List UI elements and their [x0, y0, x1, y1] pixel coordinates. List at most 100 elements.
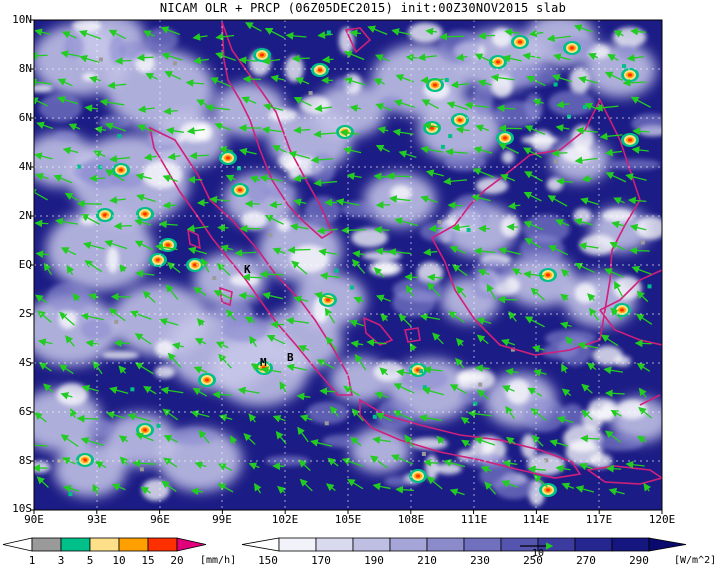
- lat-label: 4S: [18, 356, 32, 369]
- wind-vector: [196, 318, 205, 327]
- cloud-core: [368, 260, 402, 276]
- wind-vector: [80, 214, 101, 225]
- wind-vector: [388, 195, 412, 203]
- wind-vector: [480, 465, 492, 474]
- wind-vector: [264, 27, 285, 39]
- wind-vector: [375, 103, 392, 111]
- wind-vector: [134, 218, 152, 227]
- wind-vector: [99, 98, 125, 107]
- wind-vector: [324, 307, 336, 324]
- precip-heavy: [205, 378, 209, 382]
- wind-vector: [636, 363, 651, 372]
- cloud-core: [154, 340, 174, 358]
- wind-vector: [145, 73, 158, 81]
- wind-vector: [108, 29, 127, 40]
- wind-vector: [34, 51, 48, 60]
- wind-vector: [163, 107, 178, 116]
- wind-vector: [428, 224, 443, 233]
- wind-vector: [631, 265, 652, 275]
- wind-vector: [198, 429, 210, 444]
- wind-vector: [94, 461, 107, 469]
- cloud-mid: [548, 90, 595, 117]
- wind-vector: [349, 104, 361, 113]
- cloud-mid: [608, 159, 661, 170]
- wind-vector: [106, 411, 126, 419]
- wind-vector: [448, 311, 465, 323]
- cloud-mid: [560, 403, 584, 428]
- wind-vector: [505, 367, 519, 376]
- wind-vector: [499, 173, 516, 182]
- wind-vector: [263, 103, 284, 111]
- wind-vector: [556, 177, 574, 186]
- cloud-core: [579, 234, 616, 256]
- cloud-mid: [221, 316, 269, 343]
- wind-vector: [556, 415, 574, 424]
- wind-vector: [60, 391, 73, 400]
- precip-heavy: [546, 488, 550, 492]
- wind-vector: [574, 156, 598, 165]
- cloud-mid: [54, 130, 78, 142]
- precip-unit: [mm/h]: [200, 555, 237, 566]
- precip-heavy: [458, 118, 462, 122]
- wind-vector: [531, 434, 544, 447]
- wind-vector: [352, 250, 365, 258]
- wind-vector: [530, 287, 546, 301]
- wind-vector: [161, 480, 177, 493]
- wind-vector: [422, 248, 438, 257]
- wind-vector: [43, 383, 54, 393]
- coastline-lesser-sunda: [585, 465, 662, 485]
- wind-vector: [335, 198, 360, 206]
- wind-vector: [216, 262, 231, 276]
- lon-label: 120E: [648, 513, 676, 526]
- precip-speck: [212, 275, 217, 280]
- precip-heavy: [193, 263, 197, 267]
- cloud: [34, 388, 102, 452]
- wind-vector: [35, 250, 50, 259]
- wind-vector: [346, 478, 364, 490]
- precip-colorbar-cell: [147, 537, 178, 552]
- wind-vector: [190, 410, 210, 418]
- cloud-mid: [145, 27, 179, 52]
- wind-vector: [238, 56, 258, 65]
- cloud: [158, 428, 242, 492]
- precip-heavy: [416, 474, 420, 478]
- wind-vector: [559, 321, 572, 329]
- wind-vector: [476, 389, 490, 400]
- wind-vector: [373, 225, 390, 234]
- wind-vector: [84, 260, 102, 273]
- wind-vector: [88, 75, 101, 84]
- wind-vector: [316, 359, 335, 369]
- cloud-mid: [375, 399, 415, 430]
- cloud-mid: [341, 201, 376, 218]
- precip-colorbar-cell: [60, 537, 91, 552]
- wind-vector: [449, 488, 465, 496]
- wind-vector: [420, 76, 444, 85]
- wind-vector: [80, 312, 104, 321]
- wind-vector: [266, 335, 286, 345]
- wind-vector: [524, 238, 542, 249]
- wind-vector: [575, 126, 599, 135]
- wind-vector: [70, 408, 78, 419]
- wind-vector: [472, 167, 495, 178]
- wind-vector: [611, 220, 625, 229]
- wind-vector: [449, 245, 466, 254]
- precip-speck: [326, 30, 331, 35]
- precip-speck: [640, 240, 645, 245]
- precip-speck: [444, 77, 449, 82]
- wind-vector: [584, 102, 597, 111]
- wind-vector: [372, 482, 391, 491]
- wind-vector: [298, 344, 310, 353]
- wind-vector: [474, 53, 494, 64]
- cloud-mid: [522, 398, 566, 432]
- wind-vector: [220, 244, 234, 253]
- wind-vector: [109, 154, 131, 163]
- precip-speck: [139, 467, 144, 472]
- wind-vectors: [34, 22, 653, 496]
- precip-speck: [308, 91, 313, 96]
- lon-label: 102E: [271, 513, 299, 526]
- wind-vector: [637, 435, 647, 444]
- wind-vector: [476, 317, 492, 325]
- wind-vector: [60, 247, 77, 256]
- wind-vector: [210, 77, 232, 88]
- cloud: [106, 49, 214, 131]
